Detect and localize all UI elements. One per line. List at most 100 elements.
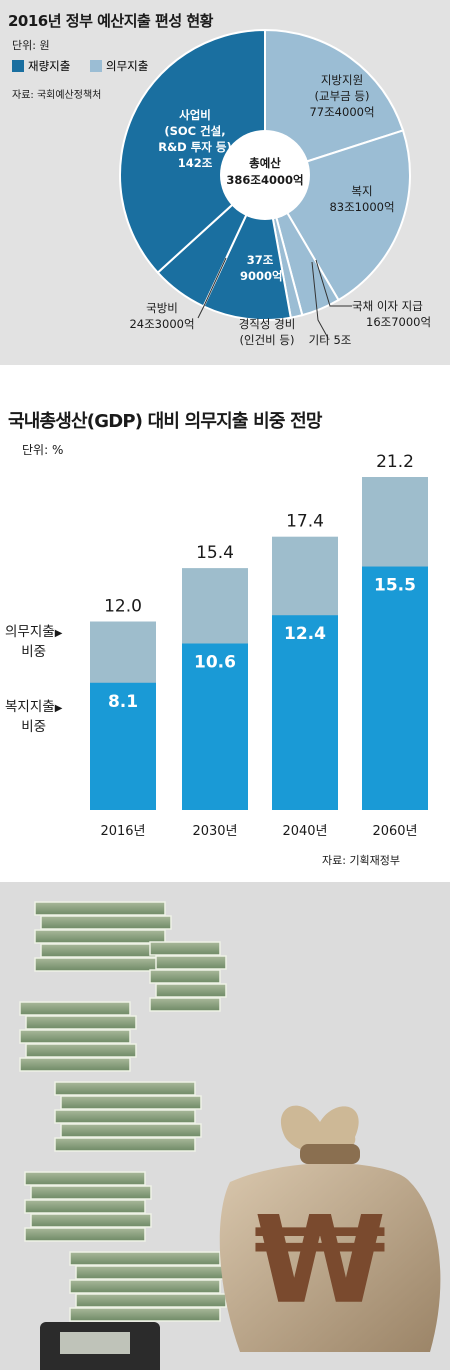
banknote-bundle [19,1029,131,1044]
calculator [40,1322,160,1370]
arrow-right-icon: ▶ [54,628,63,639]
banknote-stacks [19,901,227,1322]
slice-label-interest: 국채 이자 지급 16조7000억 [352,298,450,330]
banknote-bundle [34,957,166,972]
bar-mandatory-label-3: 21.2 [376,452,414,472]
pie-slice-0 [264,28,405,177]
slice-value-business: 142조 [177,156,213,170]
slice-value-defense: 24조3000억 [129,317,195,331]
bar-mandatory-label-2: 17.4 [286,512,324,532]
slice-value-welfare: 83조1000억 [329,200,395,214]
banknote-bundle [60,1095,202,1110]
banknote-bundle [149,969,221,984]
slice-name-local-1: 지방지원 [320,73,364,87]
banknote-bundle [24,1199,146,1214]
pie-chart-title: 2016년 정부 예산지출 편성 현황 [8,12,213,30]
bar-panel: 국내총생산(GDP) 대비 의무지출 비중 전망 단위: % 12.0 8.1 20… [0,365,450,882]
slice-name-business-3: R&D 투자 등) [158,140,232,154]
banknote-bundle [69,1307,221,1322]
legend-welfare-share-2: 비중 [21,719,47,735]
banknote-bundle [34,901,166,916]
banknote-bundle [155,955,227,970]
bar-chart-title: 국내총생산(GDP) 대비 의무지출 비중 전망 [8,411,322,432]
pie-panel: 2016년 정부 예산지출 편성 현황 단위: 원 재량지출 의무지출 자료: … [0,0,450,365]
pie-center-label-1: 총예산 [249,156,281,170]
pie-chart [119,28,411,339]
banknote-bundle [25,1015,137,1030]
arrow-right-icon: ▶ [54,703,63,714]
legend-swatch-mandatory [90,60,102,72]
x-tick-label-1: 2030년 [192,824,237,839]
bar-welfare-label-2: 12.4 [284,624,326,644]
bar-welfare-2 [272,615,338,810]
banknote-bundle [54,1081,196,1096]
bar-unit-label: 단위: % [22,443,64,457]
slice-label-welfare: 복지 83조1000억 [318,183,406,215]
slice-name-defense: 국방비 [146,301,178,315]
slice-label-fixed: 경직성 경비 (인건비 등) [238,317,296,347]
slice-name-other: 기타 [308,333,330,347]
banknote-bundle [30,1213,152,1228]
money-stack-illustration: ₩ [19,901,441,1370]
legend-mandatory-share-2: 비중 [21,644,47,660]
banknote-bundle [149,941,221,956]
banknote-bundle [34,929,166,944]
won-sign-icon: ₩ [254,1192,386,1331]
pie-unit-label: 단위: 원 [12,39,50,52]
x-tick-label-3: 2060년 [372,824,417,839]
pie-slice-6 [119,28,266,274]
bar-welfare-label-1: 10.6 [194,653,236,673]
slice-label-defense: 국방비 24조3000억 [122,300,202,332]
slice-label-fixed-value: 37조 9000억 [240,253,283,283]
bar-mandatory-label-0: 12.0 [104,597,142,617]
legend-item-mandatory: 의무지출 [90,58,148,74]
legend-swatch-discretionary [12,60,24,72]
bar-welfare-1 [182,643,248,810]
banknote-bundle [54,1137,196,1152]
x-tick-label-2: 2040년 [282,824,327,839]
slice-name-business-2: (SOC 건설, [164,124,226,138]
banknote-bundle [25,1043,137,1058]
banknote-bundle [24,1171,146,1186]
banknote-bundle [19,1001,131,1016]
bar-welfare-0 [90,682,156,810]
slice-name-local-2: (교부금 등) [314,89,370,103]
legend-label-discretionary: 재량지출 [28,59,71,73]
money-bag: ₩ [219,1105,441,1352]
pie-center-label-2: 386조4000억 [226,173,304,187]
x-tick-label-0: 2016년 [100,824,145,839]
slice-label-other: 기타 5조 [300,332,360,348]
pie-source-label: 자료: 국회예산정책처 [12,90,102,101]
slice-name-welfare: 복지 [351,184,373,198]
legend-welfare-share: 복지지출▶ 비중 [5,698,62,737]
bar-chart: 12.0 8.1 2016년 15.4 10.6 2030년 17.4 12.4 2040년 21… [90,452,428,839]
legend-mandatory-share: 의무지출▶ 비중 [5,623,62,662]
slice-value-interest: 16조7000억 [366,315,432,329]
banknote-bundle [69,1279,221,1294]
legend-item-discretionary: 재량지출 [12,58,70,74]
bar-welfare-3 [362,566,428,810]
banknote-bundle [24,1227,146,1242]
banknote-bundle [54,1109,196,1124]
leader-line-interest [315,259,352,307]
banknote-bundle [155,983,227,998]
slice-value-other: 5조 [333,333,352,347]
legend-welfare-share-1: 복지지출 [5,699,55,715]
bar-source-label: 자료: 기획재정부 [322,854,401,867]
banknote-bundle [60,1123,202,1138]
bar-welfare-label-3: 15.5 [374,576,416,596]
pie-center-hole [220,130,310,220]
money-illustration: ₩ [0,882,450,1370]
banknote-bundle [30,1185,152,1200]
banknote-bundle [149,997,221,1012]
banknote-bundle [40,915,172,930]
slice-label-business: 사업비 (SOC 건설, R&D 투자 등) 142조 [155,107,235,171]
banknote-bundle [75,1265,227,1280]
bar-welfare-label-0: 8.1 [108,692,138,712]
legend-label-mandatory: 의무지출 [106,59,149,73]
banknote-bundle [69,1251,221,1266]
leader-line-defense [197,257,227,319]
leader-line-other [311,261,329,339]
slice-name-business-1: 사업비 [179,108,211,122]
banknote-bundle [75,1293,227,1308]
